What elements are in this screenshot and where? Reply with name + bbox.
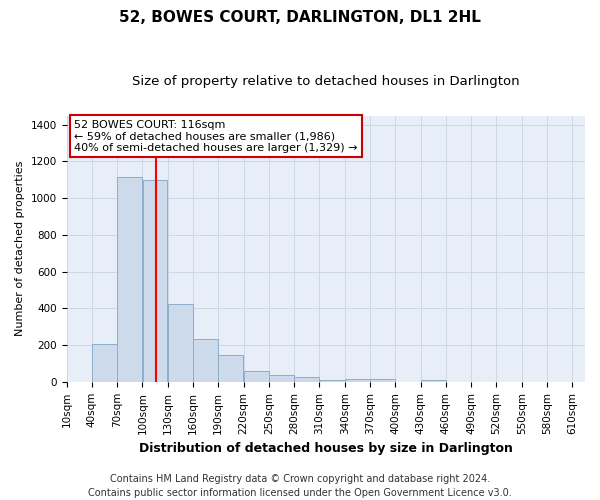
Bar [118, 176, 142, 382]
Bar [370, 378, 395, 382]
Text: 52 BOWES COURT: 116sqm
← 59% of detached houses are smaller (1,986)
40% of semi-: 52 BOWES COURT: 116sqm ← 59% of detached… [74, 120, 358, 153]
Bar [295, 378, 319, 382]
Text: 52, BOWES COURT, DARLINGTON, DL1 2HL: 52, BOWES COURT, DARLINGTON, DL1 2HL [119, 10, 481, 25]
Y-axis label: Number of detached properties: Number of detached properties [15, 161, 25, 336]
Bar [345, 379, 370, 382]
Bar [143, 180, 167, 382]
Bar [269, 375, 294, 382]
Bar [421, 380, 446, 382]
Bar [92, 344, 117, 382]
Bar [193, 340, 218, 382]
Text: Contains HM Land Registry data © Crown copyright and database right 2024.
Contai: Contains HM Land Registry data © Crown c… [88, 474, 512, 498]
X-axis label: Distribution of detached houses by size in Darlington: Distribution of detached houses by size … [139, 442, 513, 455]
Bar [244, 372, 269, 382]
Bar [320, 380, 344, 382]
Title: Size of property relative to detached houses in Darlington: Size of property relative to detached ho… [132, 75, 520, 88]
Bar [168, 304, 193, 382]
Bar [218, 355, 244, 382]
